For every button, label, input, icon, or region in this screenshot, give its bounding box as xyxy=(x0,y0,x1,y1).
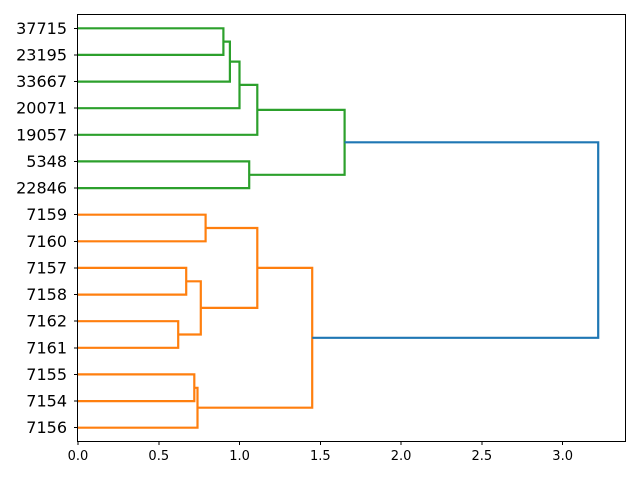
leaf-label: 7162 xyxy=(26,312,67,331)
dendrogram-link xyxy=(78,83,259,136)
leaf-label: 37715 xyxy=(16,19,67,38)
leaf-label: 7155 xyxy=(26,365,67,384)
dendrogram-link xyxy=(78,213,207,243)
leaf-label: 7161 xyxy=(26,338,67,357)
dendrogram-link xyxy=(78,320,180,349)
x-tick-label: 2.5 xyxy=(472,449,493,464)
x-tick-label: 1.5 xyxy=(310,449,331,464)
dendrogram-link xyxy=(78,266,188,296)
leaf-label: 7160 xyxy=(26,232,67,251)
leaf-label: 33667 xyxy=(16,72,67,91)
leaf-label: 7158 xyxy=(26,285,67,304)
leaf-label: 20071 xyxy=(16,99,67,118)
dendrogram-link xyxy=(178,280,202,336)
x-tick-label: 3.0 xyxy=(552,449,573,464)
x-tick-label: 2.0 xyxy=(391,449,412,464)
leaf-label: 23195 xyxy=(16,45,67,64)
leaf-label: 7156 xyxy=(26,418,67,437)
x-tick-label: 0.5 xyxy=(148,449,169,464)
x-tick-label: 0.0 xyxy=(68,449,89,464)
leaf-label: 22846 xyxy=(16,179,67,198)
dendrogram-link xyxy=(312,141,600,339)
dendrogram-link xyxy=(78,386,199,429)
dendrogram-link xyxy=(78,40,231,83)
leaf-label: 19057 xyxy=(16,125,67,144)
dendrogram-link xyxy=(197,266,314,409)
dendrogram-link xyxy=(249,108,346,176)
dendrogram-link xyxy=(78,373,196,403)
dendrogram-link xyxy=(78,27,225,56)
dendrogram-link xyxy=(78,60,241,110)
x-tick-label: 1.0 xyxy=(229,449,250,464)
dendrogram-link xyxy=(200,226,259,309)
dendrogram-link xyxy=(78,160,251,190)
leaf-label: 7159 xyxy=(26,205,67,224)
leaf-label: 7154 xyxy=(26,392,67,411)
leaf-label: 5348 xyxy=(26,152,67,171)
leaf-label: 7157 xyxy=(26,258,67,277)
axes-frame xyxy=(77,14,626,442)
